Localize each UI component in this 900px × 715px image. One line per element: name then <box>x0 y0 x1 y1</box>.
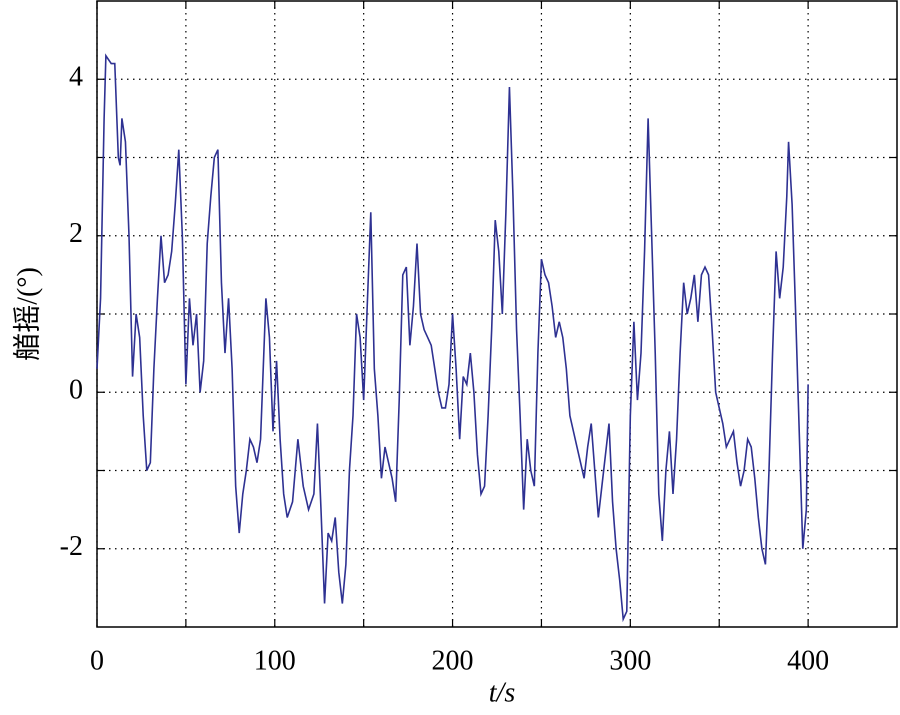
data-line <box>96 53 809 623</box>
x-tick-label: 200 <box>432 645 474 676</box>
y-tick-label: 2 <box>69 218 83 249</box>
y-tick-label: -2 <box>60 531 83 562</box>
x-tick-label: 400 <box>787 645 829 676</box>
x-axis-label: t/s <box>489 677 516 708</box>
y-tick-label: 0 <box>69 375 83 406</box>
x-tick-label: 0 <box>90 645 104 676</box>
x-tick-label: 300 <box>609 645 651 676</box>
x-tick-label: 100 <box>254 645 296 676</box>
y-axis-label: 艏摇/(°) <box>11 267 43 361</box>
plot-frame <box>96 0 898 628</box>
y-tick-label: 4 <box>69 62 83 93</box>
